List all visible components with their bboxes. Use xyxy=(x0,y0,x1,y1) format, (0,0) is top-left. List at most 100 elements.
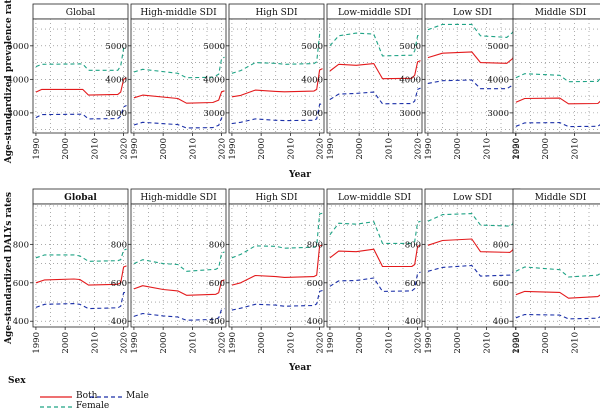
series-line-male xyxy=(329,87,421,105)
series-line-both xyxy=(515,290,600,299)
x-tick-label: 1990 xyxy=(326,138,336,160)
x-tick-label: 1990 xyxy=(228,138,238,160)
panel-low-middle-sdi: Low-middle SDI 3000 4000 5000 1990 2000 2010 20… xyxy=(301,3,424,160)
x-tick-label: 2010 xyxy=(90,138,100,160)
panel-title: Low-middle SDI xyxy=(338,193,412,203)
x-tick-label: 2010 xyxy=(286,332,296,354)
panel-high-sdi: High SDI 3000 4000 5000 1990 2000 2010 2020 xyxy=(203,3,326,160)
y-tick-label: 800 xyxy=(111,240,127,250)
series-line-both xyxy=(35,265,127,286)
x-tick-label: 2020 xyxy=(512,138,522,160)
panel-title: Global xyxy=(66,8,96,18)
series-line-male xyxy=(329,271,421,292)
x-tick-label: 2000 xyxy=(159,138,169,160)
legend-label-both: Both xyxy=(76,391,98,401)
x-tick-label: 1990 xyxy=(512,138,522,160)
panel-title: Global xyxy=(64,193,97,203)
series-line-male xyxy=(515,313,600,320)
y-tick-label: 800 xyxy=(307,240,323,250)
x-tick-label: 1990 xyxy=(512,332,522,354)
series-line-both xyxy=(231,244,323,286)
y-tick-label: 800 xyxy=(209,240,225,250)
y-tick-label: 5000 xyxy=(105,42,127,52)
series-line-male xyxy=(515,122,600,128)
x-tick-label: 1990 xyxy=(424,138,434,160)
y-tick-label: 400 xyxy=(111,317,127,327)
y-tick-label: 600 xyxy=(307,279,323,289)
panel-low-middle-sdi: Low-middle SDI 400 600 800 1990 2000 2010 2020 xyxy=(307,188,424,354)
plot-area xyxy=(326,18,423,134)
x-tick-label: 1990 xyxy=(228,332,238,354)
y-tick-label: 600 xyxy=(209,279,225,289)
panel-title: High SDI xyxy=(255,193,298,203)
series-line-both xyxy=(133,279,225,296)
panel-low-sdi: Low SDI 3000 4000 5000 1990 2000 2010 2020 xyxy=(399,3,522,160)
series-line-female xyxy=(133,251,225,272)
series-line-both xyxy=(329,244,421,268)
y-tick-label: 600 xyxy=(13,279,29,289)
x-tick-label: 2020 xyxy=(120,332,130,354)
panel-title: Low SDI xyxy=(453,8,492,18)
y-tick-label: 800 xyxy=(493,240,509,250)
x-tick-label: 1990 xyxy=(326,332,336,354)
y-tick-label: 400 xyxy=(209,317,225,327)
series-line-male xyxy=(133,308,225,321)
panel-high-middle-sdi: High-middle SDI 400 600 800 1990 2000 2010 2020 xyxy=(111,188,228,354)
series-line-female xyxy=(35,46,127,71)
series-line-both xyxy=(231,68,323,98)
series-line-female xyxy=(329,32,421,57)
legend-label-female: Female xyxy=(76,401,110,411)
panel-high-sdi: High SDI 400 600 800 1990 2000 2010 2020 xyxy=(209,188,326,354)
y-tick-label: 4000 xyxy=(399,75,421,85)
y-tick-label: 600 xyxy=(111,279,127,289)
series-line-female xyxy=(231,212,323,259)
x-tick-label: 2020 xyxy=(218,332,228,354)
series-line-both xyxy=(515,97,600,105)
x-tick-label: 2010 xyxy=(90,332,100,354)
y-tick-label: 3000 xyxy=(301,109,323,119)
y-tick-label: 4000 xyxy=(203,75,225,85)
y-tick-label: 400 xyxy=(493,317,509,327)
y-tick-label: 400 xyxy=(405,317,421,327)
y-tick-label: 4000 xyxy=(105,75,127,85)
x-tick-label: 2000 xyxy=(541,332,551,354)
x-tick-label: 2010 xyxy=(286,138,296,160)
x-tick-label: 2020 xyxy=(316,332,326,354)
x-tick-label: 2020 xyxy=(512,332,522,354)
x-tick-label: 2020 xyxy=(414,138,424,160)
plot-area xyxy=(512,203,600,328)
plot-area xyxy=(130,203,227,328)
plot-area xyxy=(228,203,325,328)
y-tick-label: 400 xyxy=(307,317,323,327)
panel-title: Low-middle SDI xyxy=(338,8,412,18)
series-line-both xyxy=(35,77,127,96)
x-tick-label: 2000 xyxy=(355,332,365,354)
legend-swatch-female xyxy=(40,406,72,408)
y-tick-label: 600 xyxy=(405,279,421,289)
plot-area xyxy=(130,18,227,134)
y-tick-label: 5000 xyxy=(301,42,323,52)
x-tick-label: 2010 xyxy=(188,138,198,160)
x-tick-label: 2000 xyxy=(61,138,71,160)
y-tick-label: 3000 xyxy=(399,109,421,119)
x-tick-label: 1990 xyxy=(130,138,140,160)
y-tick-label: 800 xyxy=(13,240,29,250)
panel-high-middle-sdi: High-middle SDI 3000 4000 5000 1990 2000 2010 2… xyxy=(105,3,228,160)
x-tick-label: 2010 xyxy=(570,138,580,160)
panel-global: Global 400 600 800 1990 2000 2010 2020 xyxy=(13,188,130,354)
x-tick-label: 2020 xyxy=(120,138,130,160)
y-tick-label: 3000 xyxy=(105,109,127,119)
series-line-female xyxy=(133,56,225,79)
series-line-female xyxy=(515,73,600,83)
series-line-male xyxy=(133,116,225,129)
y-tick-label: 5000 xyxy=(487,42,509,52)
plot-area xyxy=(32,203,129,328)
x-tick-label: 2000 xyxy=(453,138,463,160)
x-tick-label: 2000 xyxy=(257,138,267,160)
legend: Sex Both Female Male xyxy=(0,376,600,414)
series-line-female xyxy=(35,248,127,262)
x-tick-label: 2010 xyxy=(482,332,492,354)
panel-title: High-middle SDI xyxy=(140,8,217,18)
x-tick-label: 2000 xyxy=(159,332,169,354)
